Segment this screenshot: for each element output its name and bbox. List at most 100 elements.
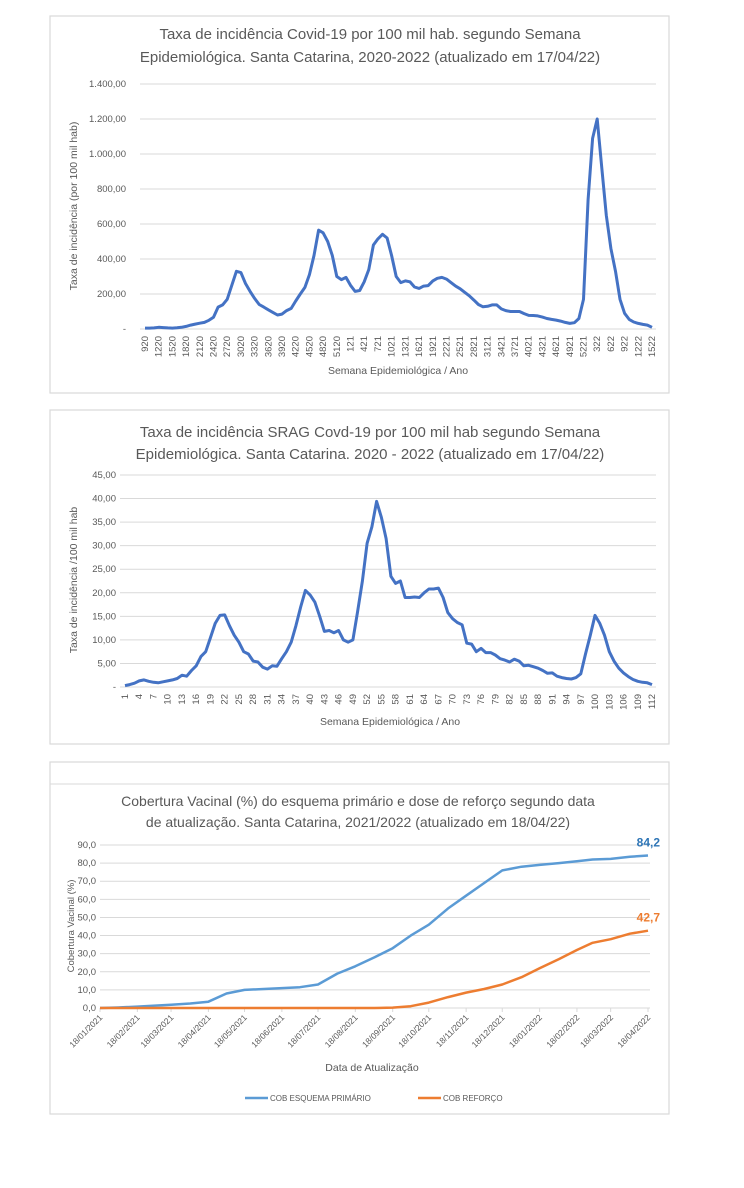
- chart-title-line1: Taxa de incidência SRAG Covd-19 por 100 …: [140, 424, 601, 441]
- x-tick-label: 61: [405, 694, 416, 705]
- legend-label-booster: COB REFORÇO: [443, 1094, 503, 1103]
- x-tick-label: 28: [248, 694, 259, 705]
- x-tick-label: 4621: [551, 336, 562, 357]
- x-tick-label: 5120: [332, 336, 343, 357]
- x-tick-label: 82: [505, 694, 516, 705]
- x-tick-label: 76: [476, 694, 487, 705]
- x-tick-label: 13: [177, 694, 188, 705]
- x-tick-label: 322: [592, 336, 603, 352]
- y-tick-label: 1.200,00: [89, 114, 126, 125]
- x-tick-label: 18/03/2021: [138, 1012, 175, 1049]
- chart-title-line2: Epidemiológica. Santa Catarina. 2020 - 2…: [136, 446, 605, 463]
- y-tick-label: -: [113, 682, 116, 693]
- x-tick-label: 49: [348, 694, 359, 705]
- y-axis-title: Taxa de incidência (por 100 mil hab): [68, 122, 80, 291]
- x-tick-label: 18/09/2021: [360, 1012, 397, 1049]
- x-tick-label: 34: [277, 694, 288, 705]
- x-tick-label: 19: [205, 694, 216, 705]
- y-axis-title: Cobertura Vacinal (%): [66, 880, 77, 973]
- x-tick-label: 18/08/2021: [323, 1012, 360, 1049]
- chart-frame: [49, 15, 670, 394]
- x-tick-label: 1: [120, 694, 131, 699]
- x-tick-label: 5221: [578, 336, 589, 357]
- y-tick-label: 600,00: [97, 219, 126, 230]
- x-tick-label: 52: [362, 694, 373, 705]
- y-tick-label: 50,0: [78, 912, 97, 923]
- x-tick-label: 18/03/2022: [578, 1012, 615, 1049]
- series-line-primary: [99, 854, 649, 1010]
- y-tick-label: -: [123, 324, 126, 335]
- y-tick-label: 80,0: [78, 858, 97, 869]
- x-tick-label: 18/07/2021: [285, 1012, 322, 1049]
- x-tick-label: 18/02/2021: [105, 1012, 142, 1049]
- series-line: [145, 117, 653, 330]
- y-tick-label: 1.000,00: [89, 149, 126, 160]
- x-tick-label: 18/11/2021: [434, 1012, 471, 1049]
- series-line: [124, 499, 653, 688]
- y-tick-label: 60,0: [78, 894, 97, 905]
- x-tick-label: 1222: [633, 336, 644, 357]
- x-tick-label: 3421: [496, 336, 507, 357]
- y-tick-label: 20,00: [92, 588, 116, 599]
- y-tick-label: 45,00: [92, 470, 116, 481]
- x-tick-label: 2821: [469, 336, 480, 357]
- x-tick-label: 1220: [154, 336, 165, 357]
- chart-covid-incidence: Taxa de incidência Covid-19 por 100 mil …: [49, 15, 670, 394]
- y-tick-label: 20,0: [78, 967, 97, 978]
- x-tick-label: 7: [148, 694, 159, 699]
- x-tick-label: 112: [647, 694, 658, 709]
- chart-title-line2: de atualização. Santa Catarina, 2021/202…: [146, 814, 570, 830]
- y-tick-label: 1.400,00: [89, 79, 126, 90]
- y-tick-label: 90,0: [78, 840, 97, 851]
- x-tick-label: 18/02/2022: [544, 1012, 581, 1049]
- x-tick-label: 1321: [400, 336, 411, 357]
- chart-frame-outer: [49, 761, 670, 1115]
- y-tick-label: 10,00: [92, 635, 116, 646]
- x-tick-label: 2720: [222, 336, 233, 357]
- y-tick-label: 30,00: [92, 541, 116, 552]
- x-tick-label: 1820: [181, 336, 192, 357]
- x-tick-label: 1621: [414, 336, 425, 357]
- x-tick-label: 97: [576, 694, 587, 705]
- x-tick-label: 2420: [209, 336, 220, 357]
- x-tick-label: 79: [490, 694, 501, 705]
- x-tick-label: 4321: [537, 336, 548, 357]
- x-tick-label: 100: [590, 694, 601, 710]
- x-tick-label: 22: [220, 694, 231, 705]
- x-tick-label: 64: [419, 694, 430, 705]
- x-tick-label: 18/01/2021: [67, 1012, 104, 1049]
- x-tick-label: 31: [262, 694, 273, 705]
- x-tick-label: 1520: [167, 336, 178, 357]
- x-tick-label: 16: [191, 694, 202, 705]
- x-tick-label: 67: [433, 694, 444, 705]
- x-tick-label: 622: [606, 336, 617, 352]
- x-tick-label: 70: [448, 694, 459, 705]
- y-tick-label: 200,00: [97, 289, 126, 300]
- chart-frame: [49, 409, 670, 745]
- x-tick-label: 18/12/2021: [470, 1012, 507, 1049]
- chart-srag-incidence: Taxa de incidência SRAG Covd-19 por 100 …: [49, 409, 670, 745]
- x-tick-label: 121: [346, 336, 357, 352]
- x-tick-label: 4220: [291, 336, 302, 357]
- x-tick-label: 1921: [428, 336, 439, 357]
- x-tick-label: 106: [619, 694, 630, 710]
- x-tick-label: 3920: [277, 336, 288, 357]
- x-tick-label: 25: [234, 694, 245, 705]
- y-tick-label: 25,00: [92, 564, 116, 575]
- y-tick-label: 800,00: [97, 184, 126, 195]
- y-tick-label: 15,00: [92, 611, 116, 622]
- x-tick-label: 43: [319, 694, 330, 705]
- x-tick-label: 421: [359, 336, 370, 352]
- y-tick-label: 5,00: [98, 658, 117, 669]
- y-tick-label: 0,0: [83, 1003, 96, 1014]
- x-tick-label: 3620: [263, 336, 274, 357]
- x-tick-label: 3721: [510, 336, 521, 357]
- x-tick-label: 1522: [647, 336, 658, 357]
- x-tick-label: 1021: [387, 336, 398, 357]
- end-data-label-booster: 42,7: [637, 911, 661, 925]
- x-tick-label: 85: [519, 694, 530, 705]
- x-tick-label: 37: [291, 694, 302, 705]
- x-tick-label: 2521: [455, 336, 466, 357]
- x-tick-label: 2221: [441, 336, 452, 357]
- x-tick-label: 10: [163, 694, 174, 705]
